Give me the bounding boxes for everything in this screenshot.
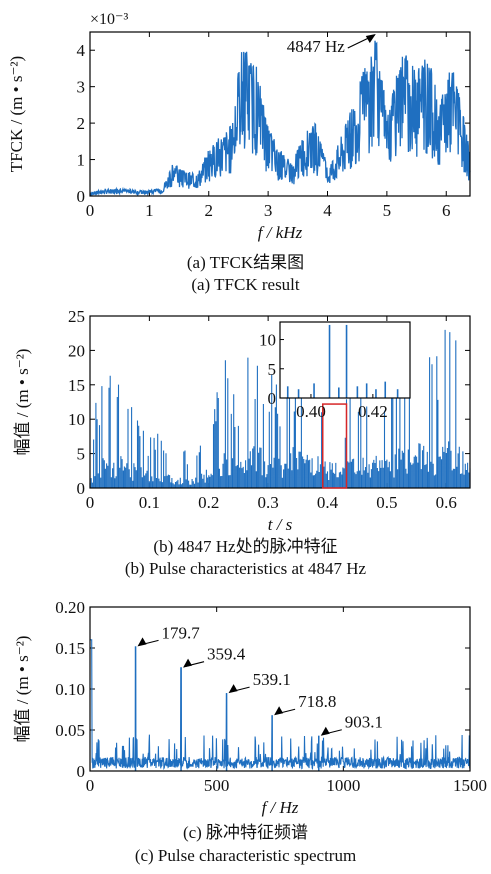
x-axis-label-c: f / Hz	[262, 798, 299, 817]
y-tick-label-b: 5	[77, 445, 86, 464]
highlight-box	[322, 403, 348, 489]
x-tick-label-c: 500	[204, 776, 230, 795]
x-tick-label-a: 3	[264, 201, 273, 220]
peak-arrow-head	[137, 637, 147, 647]
inset-y-tick-label: 10	[259, 331, 276, 350]
inset-frame	[279, 321, 411, 399]
annotation-arrow-head	[365, 34, 376, 43]
x-axis-label-a: f / kHz	[258, 223, 303, 242]
x-tick-label-a: 6	[442, 201, 451, 220]
x-tick-label-a: 2	[205, 201, 214, 220]
caption-c-chinese: (c) 脉冲特征频谱	[182, 823, 309, 842]
y-tick-label-b: 10	[68, 410, 85, 429]
inset-y-tick-label: 0	[268, 389, 277, 408]
peak-label-718-8: 718.8	[298, 692, 336, 711]
plot-frame-b	[89, 315, 471, 489]
inset-x-tick-label: 0.42	[358, 402, 388, 421]
y-tick-label-b: 20	[68, 341, 85, 360]
y-tick-label-a: 2	[77, 114, 86, 133]
y-axis-exponent-a: ×10⁻³	[90, 11, 128, 28]
x-tick-label-b: 0.4	[317, 493, 339, 512]
y-tick-label-a: 0	[77, 187, 86, 206]
y-tick-label-a: 4	[77, 41, 86, 60]
x-tick-label-b: 0.2	[198, 493, 219, 512]
peak-arrow-head	[274, 706, 284, 716]
x-tick-label-b: 0.1	[139, 493, 160, 512]
peak-label-539-1: 539.1	[253, 670, 291, 689]
x-tick-label-a: 0	[86, 201, 95, 220]
peak-label-359-4: 359.4	[207, 645, 246, 664]
spectrum-series-line	[90, 639, 471, 771]
x-tick-label-c: 1000	[326, 776, 360, 795]
y-tick-label-c: 0	[77, 762, 86, 781]
annotation-4847-hz: 4847 Hz	[287, 37, 346, 56]
peak-label-903-1: 903.1	[345, 713, 383, 732]
y-tick-label-c: 0.20	[55, 598, 85, 617]
plot-frame-a	[89, 31, 471, 197]
peak-arrow-head	[320, 726, 330, 736]
peak-arrow-head	[183, 658, 193, 668]
peak-label-179-7: 179.7	[162, 623, 201, 642]
tfck-series-line	[89, 40, 471, 197]
x-tick-label-b: 0.3	[258, 493, 279, 512]
caption-a-chinese: (a) TFCK结果图	[186, 253, 305, 272]
inset-background	[280, 322, 410, 398]
caption-b-chinese: (b) 4847 Hz处的脉冲特征	[153, 537, 338, 556]
caption-b-english: (b) Pulse characteristics at 4847 Hz	[124, 559, 367, 578]
caption-a-english: (a) TFCK result	[191, 275, 300, 294]
x-tick-label-a: 1	[145, 201, 154, 220]
x-tick-label-c: 0	[86, 776, 95, 795]
y-tick-label-b: 25	[68, 307, 85, 326]
y-tick-label-c: 0.15	[55, 639, 85, 658]
x-tick-label-b: 0.5	[376, 493, 397, 512]
y-tick-label-a: 3	[77, 78, 86, 97]
y-axis-label-a: TFCK / (m • s⁻²)	[7, 56, 26, 172]
x-tick-label-a: 5	[383, 201, 392, 220]
caption-c-english: (c) Pulse characteristic spectrum	[134, 846, 357, 865]
x-tick-label-c: 1500	[453, 776, 487, 795]
y-tick-label-b: 15	[68, 376, 85, 395]
y-tick-label-c: 0.10	[55, 680, 85, 699]
x-axis-label-b: t / s	[268, 515, 293, 534]
peak-arrow-head	[228, 684, 238, 694]
inset-x-tick-label: 0.40	[296, 402, 326, 421]
y-tick-label-b: 0	[77, 479, 86, 498]
y-tick-label-c: 0.05	[55, 721, 85, 740]
x-tick-label-a: 4	[323, 201, 332, 220]
y-axis-label-b: 幅值 / (m • s⁻²)	[13, 349, 32, 456]
y-axis-label-c: 幅值 / (m • s⁻²)	[13, 636, 32, 743]
x-tick-label-b: 0	[86, 493, 95, 512]
plot-frame-c	[89, 606, 471, 772]
x-tick-label-b: 0.6	[436, 493, 457, 512]
y-tick-label-a: 1	[77, 151, 86, 170]
inset-y-tick-label: 5	[268, 360, 277, 379]
